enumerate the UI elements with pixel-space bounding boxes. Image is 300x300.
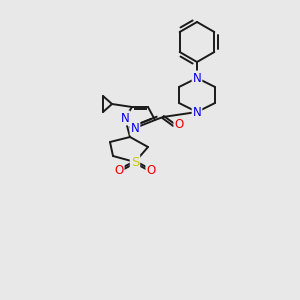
Text: O: O — [174, 118, 184, 131]
Text: N: N — [193, 106, 201, 118]
Text: O: O — [146, 164, 156, 178]
Text: S: S — [131, 155, 139, 169]
Text: N: N — [193, 71, 201, 85]
Text: O: O — [114, 164, 124, 178]
Text: N: N — [121, 112, 129, 124]
Text: N: N — [130, 122, 140, 134]
